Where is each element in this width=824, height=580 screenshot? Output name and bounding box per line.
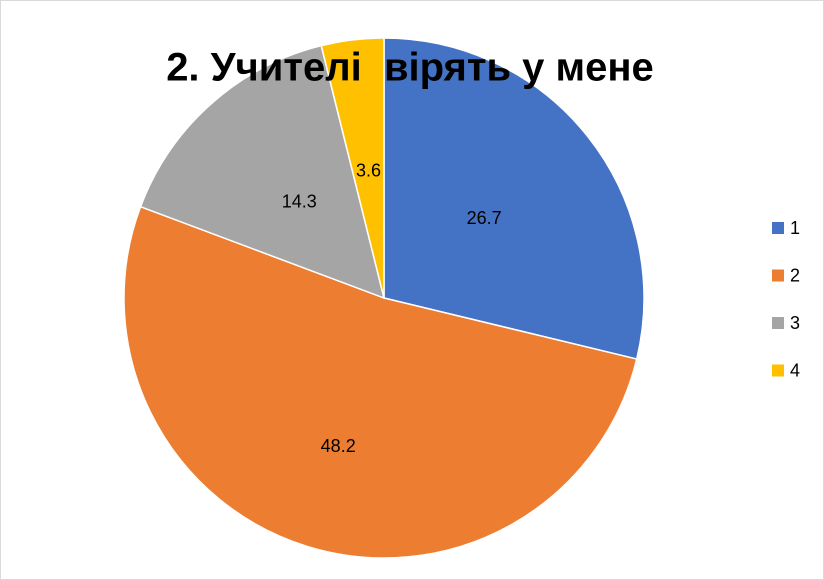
chart-title: 2. Учителі вірять у мене [166, 46, 654, 90]
legend-label: 2 [790, 265, 800, 285]
pie-slice [383, 37, 645, 360]
data-label: 26.7 [467, 208, 502, 228]
pie [123, 37, 645, 559]
legend-label: 4 [790, 360, 800, 380]
pie-slice [320, 37, 385, 299]
data-label: 3.6 [356, 160, 381, 180]
legend-swatch [772, 364, 784, 377]
legend-swatch [772, 222, 784, 234]
legend-swatch [772, 317, 784, 329]
legend-label: 3 [790, 313, 800, 333]
legend-label: 1 [790, 218, 800, 238]
pie-slice [123, 205, 638, 559]
legend-swatch [772, 269, 784, 282]
data-label: 14.3 [282, 192, 317, 212]
pie-slice [139, 44, 386, 300]
data-label: 48.2 [321, 436, 356, 456]
